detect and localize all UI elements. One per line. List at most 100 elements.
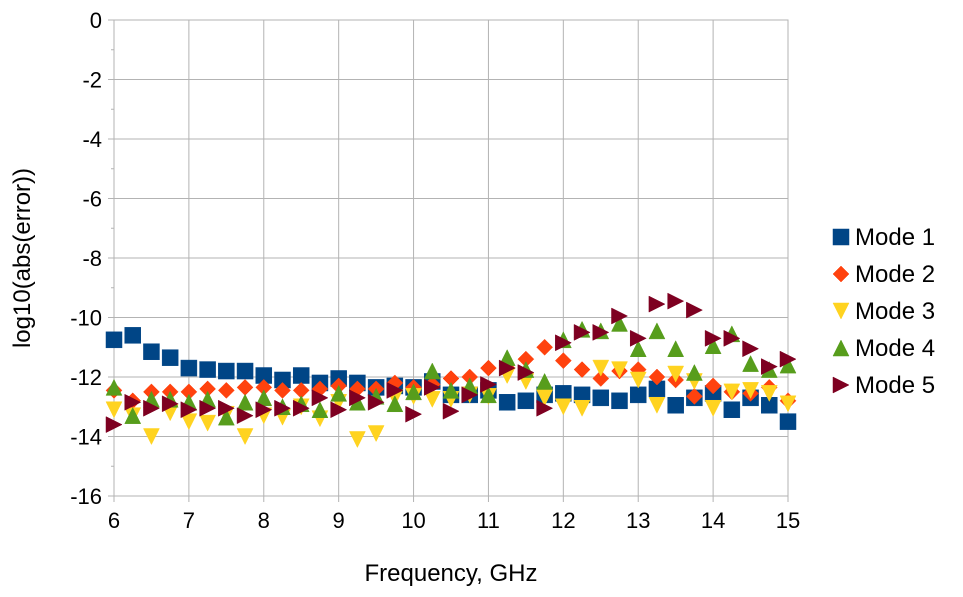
point-diamond	[686, 387, 703, 405]
point-triangle-down	[367, 425, 385, 443]
point-triangle-right	[573, 323, 591, 341]
x-tick-label: 11	[477, 508, 500, 533]
point-diamond	[648, 368, 666, 386]
point-triangle-right	[424, 379, 441, 396]
point-triangle-right	[236, 407, 254, 425]
point-triangle-up	[442, 381, 460, 399]
point-triangle-right	[742, 340, 760, 358]
point-triangle-up	[236, 393, 254, 411]
legend-swatch	[832, 339, 850, 357]
point-triangle-right	[555, 334, 572, 352]
x-tick-label: 10	[401, 508, 425, 533]
point-triangle-up	[105, 378, 123, 396]
point-triangle-up	[742, 355, 759, 372]
point-triangle-right	[105, 416, 123, 434]
x-axis: 6 7 8 9 10 11 12 13 14 15	[108, 496, 800, 533]
point-square	[161, 349, 179, 366]
point-square	[124, 327, 141, 344]
point-triangle-right	[180, 401, 198, 419]
legend-swatch	[832, 376, 850, 394]
point-triangle-right	[704, 329, 722, 347]
point-triangle-down	[536, 389, 554, 407]
point-triangle-right	[218, 399, 235, 417]
point-triangle-right	[386, 381, 404, 399]
legend-swatch	[832, 265, 850, 283]
legend-label: Mode 3	[855, 298, 935, 325]
point-square	[611, 392, 628, 410]
point-square	[629, 386, 647, 404]
point-triangle-down	[611, 361, 628, 379]
point-triangle-right	[292, 399, 310, 417]
point-triangle-down	[648, 397, 666, 414]
data-markers	[105, 292, 797, 449]
point-triangle-up	[311, 401, 329, 418]
point-triangle-right	[161, 395, 179, 413]
point-triangle-right	[648, 295, 666, 313]
point-diamond	[217, 382, 235, 399]
y-tick-label: -12	[70, 365, 102, 390]
point-triangle-up	[124, 407, 142, 424]
point-triangle-up	[685, 363, 703, 381]
point-triangle-up	[386, 395, 404, 413]
point-triangle-down	[592, 359, 610, 377]
point-triangle-right	[761, 358, 778, 375]
point-diamond	[592, 370, 610, 387]
point-triangle-up	[330, 384, 348, 402]
point-triangle-right	[405, 405, 423, 423]
point-triangle-right	[461, 386, 479, 404]
legend-item: Mode 1	[832, 224, 935, 251]
point-triangle-right	[330, 401, 348, 419]
legend-label: Mode 1	[855, 224, 935, 251]
x-tick-label: 13	[626, 508, 650, 533]
y-axis: 0 -2 -4 -6 -8 -10 -12 -14 -16	[70, 8, 114, 509]
point-triangle-right	[629, 329, 647, 347]
point-square	[723, 401, 741, 418]
legend-label: Mode 5	[855, 372, 935, 399]
point-triangle-right	[367, 393, 385, 411]
point-triangle-right	[592, 323, 610, 341]
point-triangle-down	[105, 401, 123, 419]
point-triangle-right	[442, 402, 460, 420]
point-triangle-right	[536, 399, 554, 417]
point-triangle-up	[667, 340, 685, 357]
point-triangle-right	[667, 292, 685, 310]
point-triangle-down	[760, 385, 778, 402]
point-diamond	[704, 377, 722, 395]
point-triangle-down	[629, 371, 647, 389]
point-diamond	[573, 361, 591, 378]
point-triangle-down	[143, 428, 160, 446]
point-square	[236, 362, 254, 380]
point-triangle-right	[686, 301, 703, 319]
point-triangle-up	[423, 362, 441, 380]
point-triangle-down	[667, 365, 685, 383]
point-triangle-down	[199, 414, 217, 432]
legend-item: Mode 5	[832, 372, 935, 399]
point-triangle-up	[536, 372, 554, 390]
series-4	[105, 314, 797, 426]
point-triangle-right	[143, 399, 161, 417]
point-triangle-right	[480, 376, 498, 393]
point-square	[180, 359, 198, 377]
point-triangle-up	[405, 383, 422, 401]
series-5	[105, 292, 797, 434]
point-square	[779, 413, 797, 430]
y-tick-label: 0	[90, 8, 102, 33]
point-triangle-down	[742, 382, 759, 399]
point-square	[143, 343, 160, 360]
point-triangle-right	[498, 359, 516, 377]
y-tick-label: -10	[70, 306, 102, 331]
x-axis-title: Frequency, GHz	[365, 560, 538, 587]
point-triangle-up	[648, 322, 666, 340]
legend-label: Mode 2	[855, 261, 935, 288]
x-tick-label: 6	[108, 508, 120, 533]
legend-label: Mode 4	[855, 335, 935, 362]
point-triangle-down	[573, 399, 591, 417]
legend-swatch	[832, 302, 850, 320]
point-square	[517, 392, 535, 410]
point-diamond	[480, 359, 497, 377]
y-axis-title: log10(abs(error))	[9, 168, 36, 348]
point-triangle-right	[199, 399, 217, 417]
point-triangle-down	[236, 428, 254, 446]
y-tick-label: -4	[82, 127, 102, 152]
